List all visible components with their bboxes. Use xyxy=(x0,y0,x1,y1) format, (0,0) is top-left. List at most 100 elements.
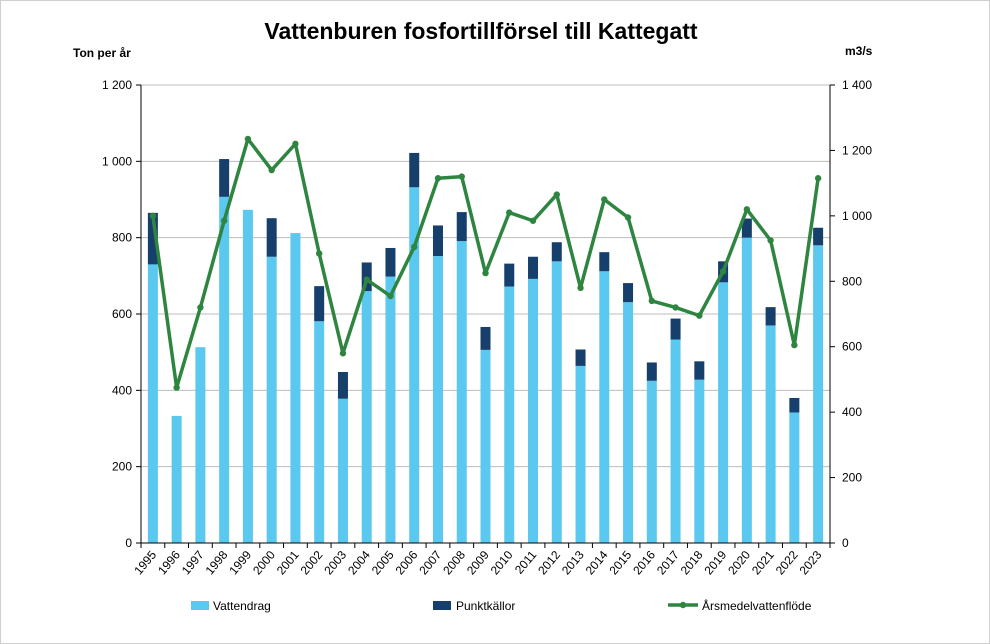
flow-point xyxy=(624,214,632,221)
flow-point xyxy=(743,206,751,213)
bar-vattendrag xyxy=(195,347,206,543)
right-tick-label: 200 xyxy=(842,471,862,485)
flow-point xyxy=(767,237,774,244)
x-tick-label: 2010 xyxy=(488,548,516,578)
bar-vattendrag xyxy=(456,241,467,543)
x-tick-label: 2006 xyxy=(393,548,421,578)
right-tick-label: 0 xyxy=(842,536,849,550)
bar-vattendrag xyxy=(551,261,562,543)
flow-point xyxy=(672,304,679,311)
bar-vattendrag xyxy=(813,245,824,544)
x-tick-label: 2005 xyxy=(369,548,397,578)
flow-point xyxy=(197,304,204,311)
bar-vattendrag xyxy=(623,302,634,543)
x-tick-label: 2012 xyxy=(535,548,563,578)
x-tick-label: 1998 xyxy=(203,548,231,578)
flow-point xyxy=(719,268,727,275)
left-tick-label: 600 xyxy=(112,307,132,321)
flow-point xyxy=(387,292,394,300)
x-tick-label: 2008 xyxy=(440,548,468,578)
x-tick-label: 2022 xyxy=(773,548,801,578)
bar-punktkallor xyxy=(504,263,515,287)
x-tick-label: 2016 xyxy=(630,548,658,578)
bar-vattendrag xyxy=(718,282,729,543)
x-tick-label: 2002 xyxy=(298,548,326,578)
bar-vattendrag xyxy=(670,339,681,543)
x-tick-label: 2000 xyxy=(250,548,278,578)
legend-swatch-punktkallor xyxy=(433,601,451,610)
bar-vattendrag xyxy=(361,291,372,543)
bar-punktkallor xyxy=(575,349,586,366)
bar-vattendrag xyxy=(504,286,515,543)
bar-vattendrag xyxy=(409,187,420,543)
bar-vattendrag xyxy=(741,237,752,543)
bars xyxy=(147,152,824,544)
flow-point xyxy=(529,217,537,224)
flow-point xyxy=(339,350,347,357)
bar-punktkallor xyxy=(409,152,420,188)
flow-point xyxy=(601,196,608,203)
left-axis-label: Ton per år xyxy=(73,46,131,60)
flow-point xyxy=(315,250,323,257)
flow-point xyxy=(482,269,489,277)
right-tick-label: 600 xyxy=(842,340,862,354)
x-tick-label: 2017 xyxy=(654,548,682,578)
bar-punktkallor xyxy=(670,318,681,340)
left-tick-label: 400 xyxy=(112,383,132,397)
bar-vattendrag xyxy=(171,415,182,543)
bar-vattendrag xyxy=(432,255,443,543)
flow-point xyxy=(506,209,513,216)
bar-vattendrag xyxy=(219,196,230,543)
right-tick-label: 1 400 xyxy=(842,78,872,92)
bar-punktkallor xyxy=(147,212,158,265)
x-tick-label: 2011 xyxy=(512,548,540,577)
x-tick-label: 2023 xyxy=(797,548,825,578)
legend-swatch-vattendrag xyxy=(191,601,209,610)
bar-punktkallor xyxy=(813,227,824,246)
x-tick-label: 2014 xyxy=(583,548,611,578)
bar-punktkallor xyxy=(741,218,752,238)
x-tick-label: 2018 xyxy=(678,548,706,578)
left-tick-label: 0 xyxy=(125,536,132,550)
bar-punktkallor xyxy=(528,256,539,279)
flow-point xyxy=(363,276,370,283)
flow-point xyxy=(244,135,252,143)
bar-punktkallor xyxy=(219,159,230,197)
bar-vattendrag xyxy=(242,209,253,543)
flow-point xyxy=(220,217,228,224)
x-tick-label: 2009 xyxy=(464,548,492,578)
left-tick-label: 200 xyxy=(112,460,132,474)
bar-vattendrag xyxy=(266,256,277,543)
flow-point xyxy=(791,341,798,349)
flow-point xyxy=(458,173,465,180)
bar-punktkallor xyxy=(646,362,657,381)
flow-point xyxy=(577,284,584,292)
x-tick-label: 1995 xyxy=(131,548,159,578)
bar-vattendrag xyxy=(290,233,301,543)
legend-label-flow: Årsmedelvattenflöde xyxy=(702,598,812,613)
bar-vattendrag xyxy=(480,349,491,543)
right-tick-label: 800 xyxy=(842,274,862,288)
bar-punktkallor xyxy=(314,286,325,322)
x-tick-label: 2020 xyxy=(725,548,753,578)
bar-vattendrag xyxy=(385,276,396,543)
bar-vattendrag xyxy=(789,412,800,543)
bar-vattendrag xyxy=(694,379,705,543)
bar-punktkallor xyxy=(480,326,491,350)
bar-vattendrag xyxy=(599,271,610,543)
x-tick-label: 2003 xyxy=(321,548,349,578)
bar-punktkallor xyxy=(694,361,705,380)
flow-point xyxy=(434,175,442,182)
bar-punktkallor xyxy=(337,372,348,399)
x-tick-label: 2021 xyxy=(749,548,777,578)
flow-point xyxy=(648,297,656,305)
bar-vattendrag xyxy=(765,325,776,543)
x-tick-label: 2013 xyxy=(559,548,587,578)
flow-point xyxy=(173,384,180,391)
bar-punktkallor xyxy=(432,225,443,256)
bar-punktkallor xyxy=(765,307,776,326)
bar-punktkallor xyxy=(385,247,396,277)
right-tick-label: 400 xyxy=(842,405,862,419)
